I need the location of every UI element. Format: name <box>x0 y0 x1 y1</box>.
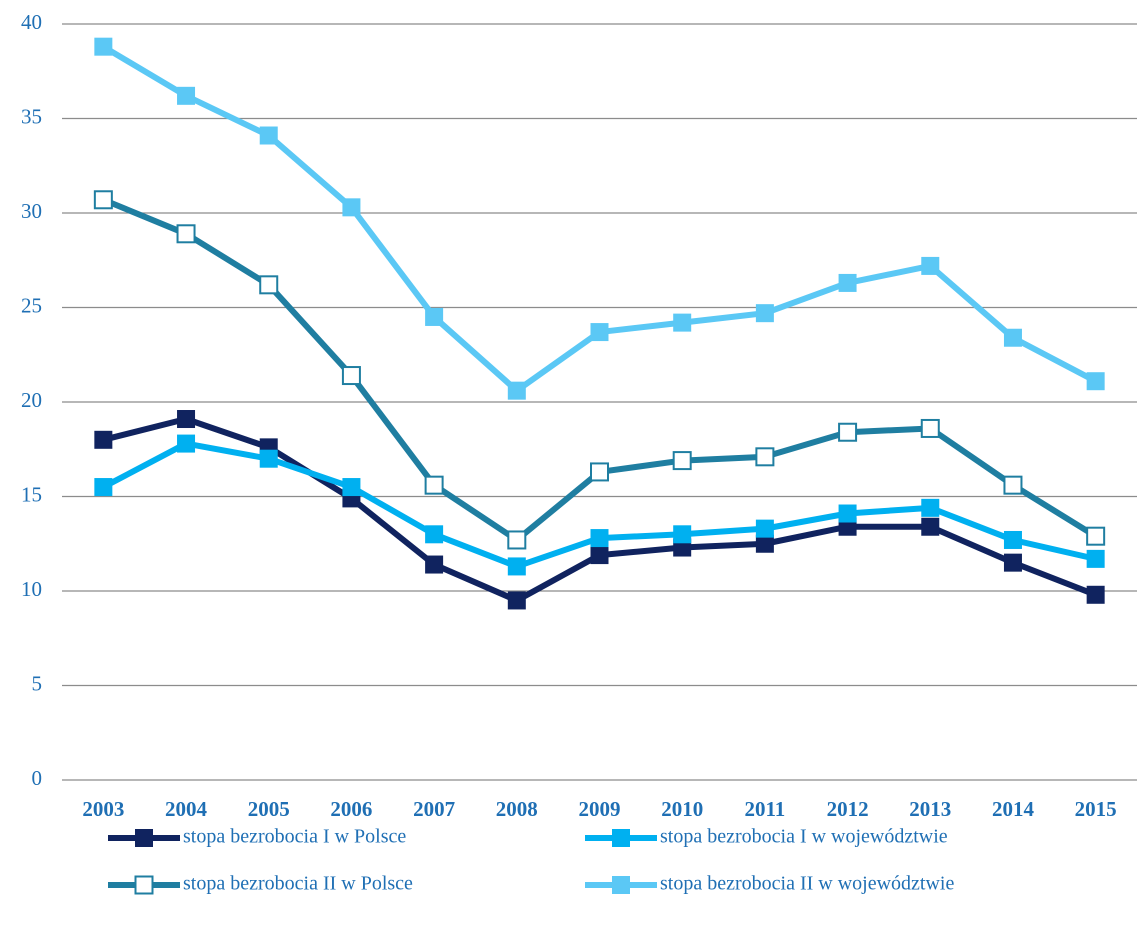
marker <box>755 519 774 538</box>
y-tick-label: 35 <box>21 104 42 128</box>
marker <box>507 591 526 610</box>
legend-marker <box>134 875 154 895</box>
marker <box>93 190 113 210</box>
marker <box>755 447 775 467</box>
marker <box>921 498 940 517</box>
marker <box>920 418 940 438</box>
x-tick-label: 2003 <box>82 797 124 821</box>
marker <box>425 555 444 574</box>
y-tick-label: 30 <box>21 199 42 223</box>
y-tick-label: 5 <box>32 671 43 695</box>
marker <box>673 313 692 332</box>
marker <box>755 534 774 553</box>
x-tick-label: 2010 <box>661 797 703 821</box>
x-tick-label: 2009 <box>579 797 621 821</box>
marker <box>176 224 196 244</box>
x-tick-label: 2007 <box>413 797 455 821</box>
marker <box>94 430 113 449</box>
marker <box>342 198 361 217</box>
marker <box>177 410 196 429</box>
x-tick-label: 2015 <box>1075 797 1117 821</box>
marker <box>259 126 278 145</box>
legend-marker <box>135 829 153 847</box>
marker <box>1003 553 1022 572</box>
legend-marker <box>612 876 630 894</box>
marker <box>1086 526 1106 546</box>
marker <box>341 366 361 386</box>
y-tick-label: 0 <box>32 766 43 790</box>
marker <box>673 525 692 544</box>
legend-label: stopa bezrobocia I w Polsce <box>183 826 406 848</box>
y-tick-label: 15 <box>21 482 42 506</box>
series-line <box>102 416 1097 604</box>
marker <box>838 273 857 292</box>
marker <box>590 462 609 482</box>
series-line <box>102 196 1098 543</box>
marker <box>1086 585 1105 604</box>
marker <box>590 323 609 342</box>
legend-label: stopa bezrobocia I w województwie <box>660 826 948 848</box>
marker <box>259 275 279 295</box>
x-tick-label: 2014 <box>992 797 1035 821</box>
x-tick-label: 2004 <box>165 797 208 821</box>
marker <box>1003 475 1023 495</box>
x-tick-label: 2008 <box>496 797 538 821</box>
marker <box>425 525 444 544</box>
marker <box>1003 530 1022 549</box>
x-tick-label: 2012 <box>827 797 869 821</box>
y-tick-label: 20 <box>21 388 42 412</box>
marker <box>672 451 692 471</box>
legend-label: stopa bezrobocia II w województwie <box>660 873 954 895</box>
marker <box>424 475 444 495</box>
marker <box>342 478 361 497</box>
x-tick-label: 2006 <box>330 797 372 821</box>
y-tick-label: 10 <box>21 577 42 601</box>
marker <box>507 381 526 400</box>
marker <box>921 517 940 536</box>
y-tick-label: 40 <box>21 10 42 34</box>
marker <box>94 478 113 497</box>
legend-label: stopa bezrobocia II w Polsce <box>183 873 413 895</box>
marker <box>507 557 526 576</box>
marker <box>838 504 857 523</box>
legend-marker <box>612 829 630 847</box>
x-tick-label: 2005 <box>248 797 290 821</box>
marker <box>177 434 196 453</box>
marker <box>1003 328 1022 347</box>
marker <box>838 422 858 442</box>
x-tick-label: 2011 <box>744 797 785 821</box>
marker <box>1086 549 1105 568</box>
marker <box>1086 372 1105 391</box>
marker <box>755 304 774 323</box>
marker <box>94 37 113 56</box>
marker <box>590 529 609 548</box>
x-tick-label: 2013 <box>909 797 951 821</box>
marker <box>177 86 196 105</box>
marker <box>425 307 444 326</box>
y-tick-label: 25 <box>21 293 42 317</box>
marker <box>259 449 278 468</box>
marker <box>590 546 609 565</box>
marker <box>507 530 527 550</box>
marker <box>921 256 940 275</box>
